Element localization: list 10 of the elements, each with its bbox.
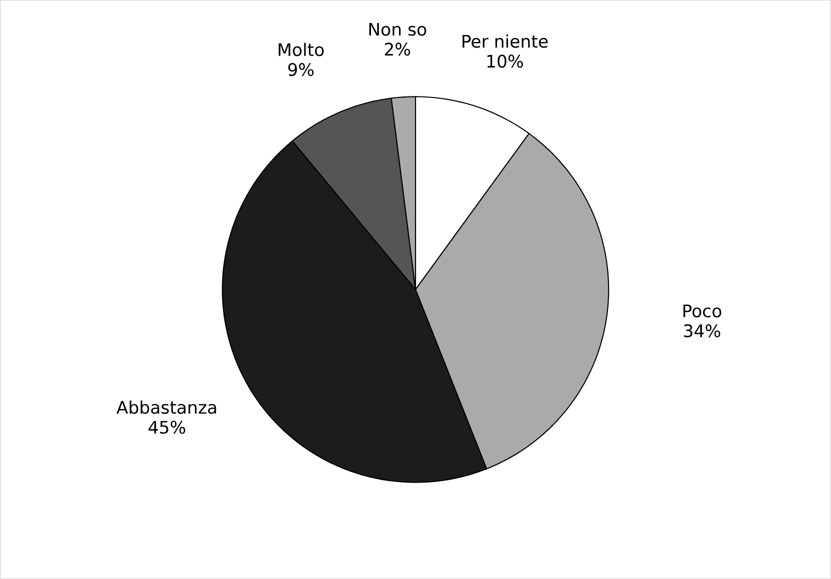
slice-label: Per niente <box>462 34 548 48</box>
data-label: 34% <box>684 324 720 338</box>
data-label: 10% <box>487 54 523 68</box>
data-label: 9% <box>288 63 314 76</box>
slice-label: Poco <box>683 304 722 318</box>
slice-label: Non so <box>369 22 426 36</box>
slice-label: Abbastanza <box>116 400 216 414</box>
data-label: 45% <box>148 420 186 434</box>
slice-label: Molto <box>278 42 324 56</box>
data-label: 2% <box>384 42 410 56</box>
